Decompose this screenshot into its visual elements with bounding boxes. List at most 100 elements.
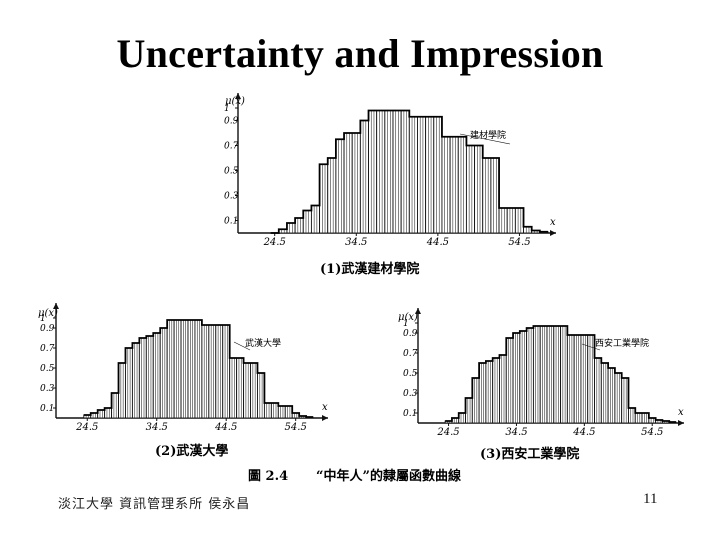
histogram-bar <box>118 362 126 419</box>
histogram-bar <box>208 324 217 419</box>
y-tick-label: 0.1 <box>40 404 54 414</box>
panel-2: μ(x) 武漢大學 (2)武漢大學 x 10.9 0.7 0.5 0.3 0.1 24.5 3… <box>38 303 328 459</box>
histogram-bar <box>560 325 568 424</box>
x-tick-label: 44.5 <box>426 237 449 248</box>
histogram-bar <box>284 405 293 419</box>
histogram-bar <box>400 110 410 234</box>
histogram-bar <box>485 360 494 424</box>
y-tick-label: 0.1 <box>403 409 417 419</box>
histogram-bar <box>621 377 629 424</box>
panel-1: μ(x) 建材學院 (1)武漢建材學院 x 1 0.9 0.7 0.5 0.3 0.1 24.… <box>224 93 556 277</box>
y-tick-label: 0.1 <box>224 217 238 227</box>
histogram-bar <box>512 332 521 424</box>
y-tick-label: 0.9 <box>224 117 239 127</box>
histogram-bar <box>302 210 312 234</box>
histogram-bar <box>131 342 140 419</box>
histogram-bar <box>465 397 473 424</box>
histogram-bar <box>236 357 245 419</box>
panel-2-chart: x 10.9 0.7 0.5 0.3 0.1 24.5 34.5 44.5 54.5 <box>40 303 328 433</box>
x-tick-label: 54.5 <box>285 422 307 433</box>
histogram-bar <box>566 334 575 424</box>
histogram-bar <box>641 412 650 424</box>
histogram-bar <box>441 136 451 234</box>
legend-pointer <box>581 343 601 351</box>
x-tick-label: 44.5 <box>214 422 237 433</box>
histogram-bar <box>546 325 555 424</box>
histogram-bar <box>243 362 251 419</box>
x-tick-label: 44.5 <box>572 427 595 438</box>
histogram-bar <box>327 157 337 234</box>
histogram-bar <box>319 163 329 234</box>
histogram-bar <box>152 332 161 419</box>
histogram-bar <box>433 116 443 234</box>
y-tick-label: 0.5 <box>224 167 239 177</box>
histogram-bar <box>425 116 435 234</box>
histogram-bar <box>573 334 582 424</box>
histogram-bar <box>465 145 476 234</box>
histogram-bar <box>294 217 304 234</box>
histogram-bar <box>263 402 272 419</box>
y-tick-label: 0.7 <box>403 349 418 359</box>
histogram-bar <box>145 335 154 419</box>
y-tick-label: 1 <box>403 319 409 329</box>
histogram-bar <box>532 325 541 424</box>
histogram-bar <box>180 319 189 419</box>
x-tick-label: 34.5 <box>505 427 527 438</box>
y-tick-label: 0.9 <box>40 324 55 334</box>
x-tick-label: 54.5 <box>508 237 530 248</box>
x-tick-label: 34.5 <box>345 237 367 248</box>
membership-curve <box>445 325 676 423</box>
histogram-bar <box>478 362 487 424</box>
histogram-bar <box>343 132 353 234</box>
histogram-bar <box>277 405 286 419</box>
histogram-bar <box>222 324 231 419</box>
y-tick-label: 0.5 <box>403 369 418 379</box>
y-axis-arrow <box>53 303 59 309</box>
histogram-bar <box>457 136 467 234</box>
histogram-bar <box>474 145 484 234</box>
x-axis-arrow <box>550 230 556 236</box>
page-number: 11 <box>643 491 658 507</box>
x-tick-label: 34.5 <box>146 422 168 433</box>
x-axis-label: x <box>322 402 328 413</box>
histogram-bar <box>506 207 516 234</box>
histogram-bar <box>634 412 643 424</box>
x-tick-label: 24.5 <box>75 422 98 433</box>
histogram-bar <box>368 110 378 234</box>
histogram-bar <box>417 116 427 234</box>
histogram-bar <box>187 319 196 419</box>
panel-1-y-axis-label: μ(x) <box>225 96 245 107</box>
panel-2-legend: 武漢大學 <box>245 337 281 349</box>
x-axis-label: x <box>678 407 684 418</box>
y-tick-label: 0.5 <box>40 364 55 374</box>
x-axis-arrow <box>678 420 684 426</box>
histogram-bar <box>359 120 369 234</box>
histogram-bar <box>351 132 361 234</box>
y-tick-label: 0.7 <box>40 344 55 354</box>
panel-2-sublabel: (2)武漢大學 <box>155 443 228 459</box>
histogram-bar <box>159 327 168 419</box>
histogram-bar <box>449 136 459 234</box>
histogram-bar <box>458 412 466 424</box>
x-axis-label: x <box>550 217 556 228</box>
legend-pointer <box>459 133 511 145</box>
histogram-bar <box>628 407 636 424</box>
histogram-bar <box>553 325 562 424</box>
histogram-bar <box>539 325 548 424</box>
membership-curve <box>83 319 314 418</box>
histogram-bar <box>498 207 508 234</box>
panel-1-chart: x 1 0.9 0.7 0.5 0.3 0.1 24.5 34.5 44.5 54.5 <box>224 93 556 248</box>
y-tick-label: 1 <box>40 314 46 324</box>
y-axis-arrow <box>415 308 421 314</box>
panel-1-legend: 建材學院 <box>470 129 506 141</box>
histogram-bar <box>173 319 182 419</box>
histogram-bar <box>587 334 595 424</box>
y-tick-label: 0.3 <box>40 384 55 394</box>
histogram-bar <box>514 207 524 234</box>
membership-curve <box>270 109 548 234</box>
histogram-bar <box>270 402 279 419</box>
histogram-bar <box>257 372 265 419</box>
panel-3-y-axis-label: μ(x) <box>398 312 418 323</box>
panel-3: μ(x) 西安工業學院 (3)西安工業學院 x 10.9 0.7 0.5 0.3 0.1 2… <box>398 308 684 462</box>
histogram-bar <box>104 407 113 419</box>
